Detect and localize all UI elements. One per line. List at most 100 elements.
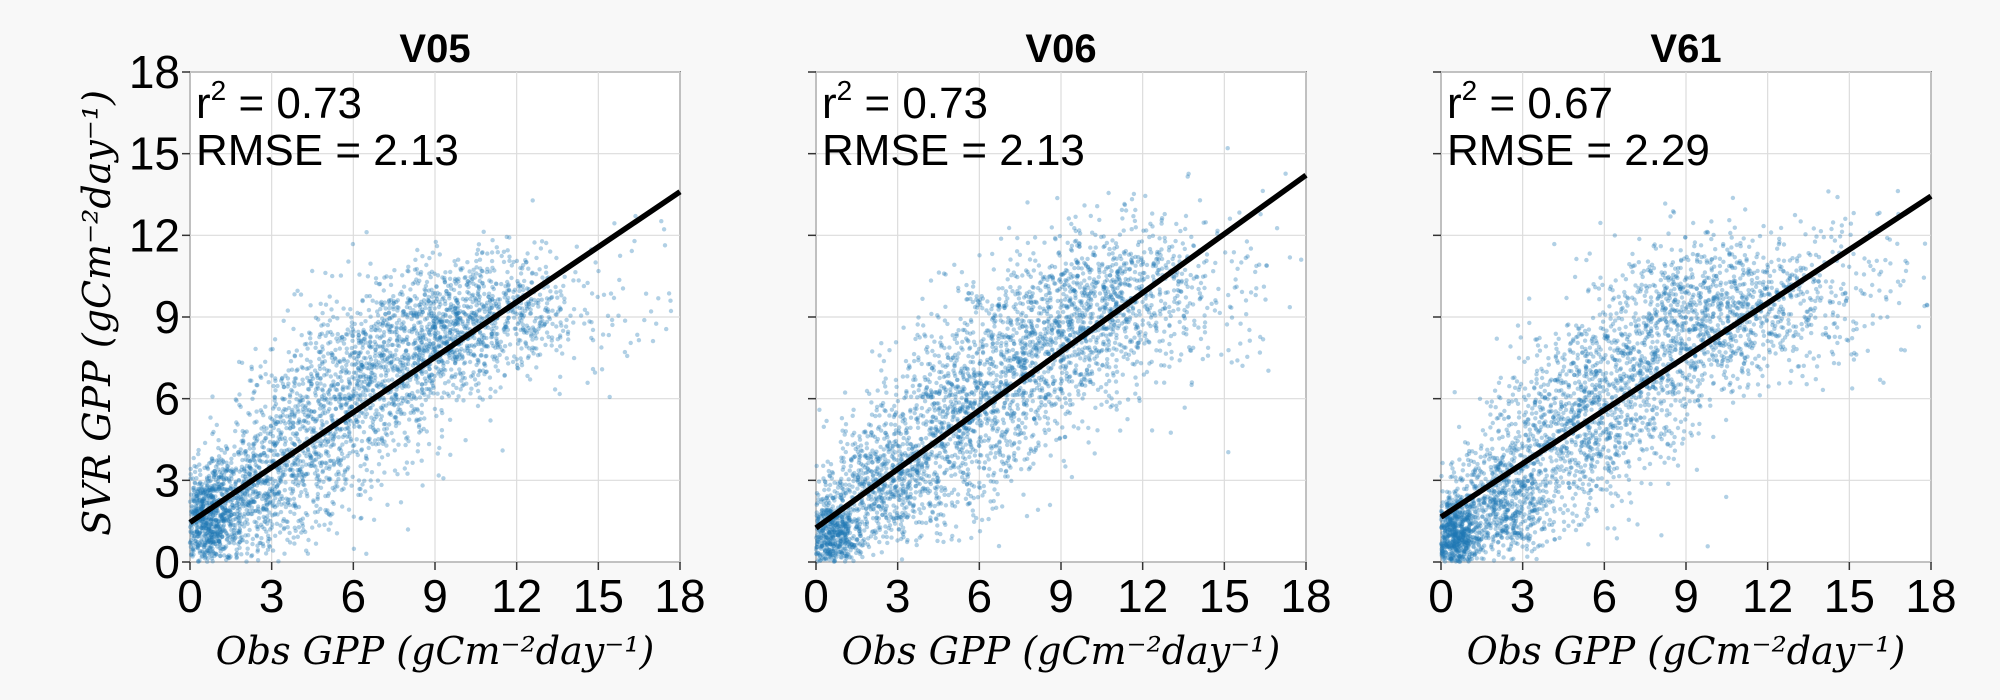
data-point [213,524,218,529]
data-point [560,328,566,333]
data-point [358,311,363,317]
data-point [204,520,209,526]
data-point [495,250,500,255]
data-point [885,540,890,546]
data-point [290,473,296,478]
data-point [216,485,221,490]
data-point [213,478,218,483]
data-point [330,413,335,418]
data-point [248,459,253,464]
data-point [290,479,296,485]
data-point [294,456,299,462]
data-point [843,523,848,528]
data-point [346,465,351,470]
data-point [928,502,933,507]
data-point [370,388,375,393]
data-point [502,329,507,335]
data-point [224,487,229,492]
data-point [199,501,204,506]
data-point [270,476,275,482]
data-point [407,297,412,302]
data-point [247,458,252,464]
data-point [552,387,558,392]
data-point [467,343,472,348]
data-point [320,422,325,427]
data-point [440,275,445,280]
data-point [393,393,398,398]
data-point [209,544,214,549]
data-point [354,449,359,455]
data-point [214,523,220,528]
data-point [308,336,313,341]
data-point [474,318,479,323]
data-point [207,538,212,543]
data-point [488,394,493,400]
data-point [305,346,310,351]
data-point [609,317,615,323]
data-point [435,451,440,456]
data-point [367,354,373,360]
data-point [200,492,206,498]
data-point [517,288,522,294]
data-point [209,534,214,540]
data-point [956,538,962,543]
data-point [506,315,511,321]
data-point [243,492,248,497]
data-point [190,546,196,551]
data-point [400,360,405,366]
data-point [204,477,210,482]
data-point [520,327,526,332]
data-point [898,487,903,492]
data-point [425,298,430,303]
data-point [263,460,269,465]
data-point [210,496,216,501]
data-point [362,478,367,483]
data-point [218,546,223,551]
data-point [217,528,223,533]
data-point [208,545,213,551]
data-point [349,483,354,488]
data-point [223,444,229,449]
data-point [494,338,500,344]
data-point [228,523,233,529]
data-point [299,490,304,495]
data-point [211,488,216,494]
data-point [202,537,207,542]
data-point [202,465,207,471]
data-point [331,379,336,384]
data-point [377,322,383,327]
data-point [331,314,336,320]
data-point [194,523,199,528]
data-point [406,399,411,405]
data-point [437,311,442,316]
data-point [227,508,232,513]
data-point [279,376,285,381]
data-point [861,482,867,487]
data-point [202,487,207,492]
data-point [857,522,863,527]
data-point [453,355,458,360]
data-point [453,372,458,377]
data-point [529,280,535,285]
data-point [938,531,943,537]
data-point [199,521,204,526]
data-point [829,533,834,539]
data-point [265,533,271,538]
data-point [267,510,272,515]
data-point [823,555,828,561]
data-point [408,287,413,292]
data-point [843,540,848,545]
data-point [891,503,896,508]
data-point [590,338,596,343]
data-point [919,533,924,538]
data-point [876,495,882,500]
data-point [363,388,369,393]
data-point [202,551,207,556]
data-point [219,447,224,453]
data-point [585,311,590,316]
data-point [518,271,524,276]
data-point [293,476,298,481]
data-point [622,349,628,355]
data-point [354,357,359,362]
